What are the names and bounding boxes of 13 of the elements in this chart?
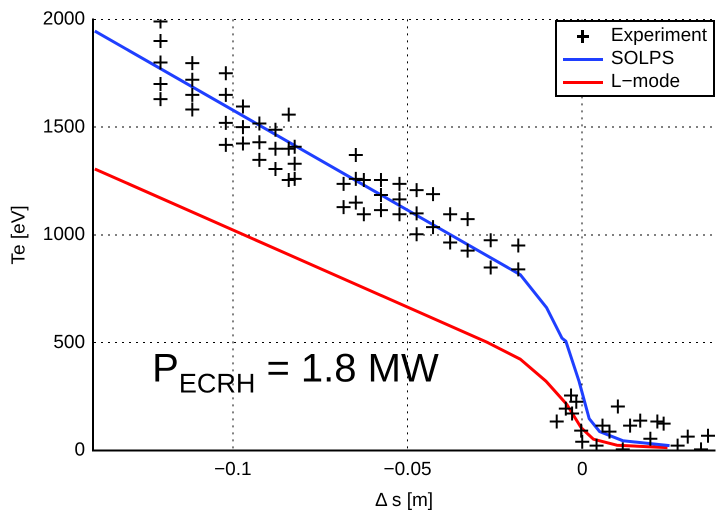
y-tick-label: 2000 [42, 8, 86, 30]
x-tick-label: −0.1 [214, 459, 252, 480]
x-tick-label: −0.05 [383, 459, 432, 480]
x-tick-label: 0 [576, 459, 588, 480]
x-axis-title: Δ s [m] [374, 490, 434, 511]
legend-label: Experiment [610, 24, 707, 47]
y-tick-label: 1000 [42, 224, 86, 246]
y-axis-title: Te [eV] [8, 205, 30, 264]
y-tick-label: 500 [53, 332, 86, 353]
legend-label: SOLPS [610, 48, 674, 70]
y-tick-label: 0 [74, 440, 86, 461]
y-tick-label: 1500 [42, 116, 86, 138]
legend-label: L−mode [610, 70, 680, 93]
